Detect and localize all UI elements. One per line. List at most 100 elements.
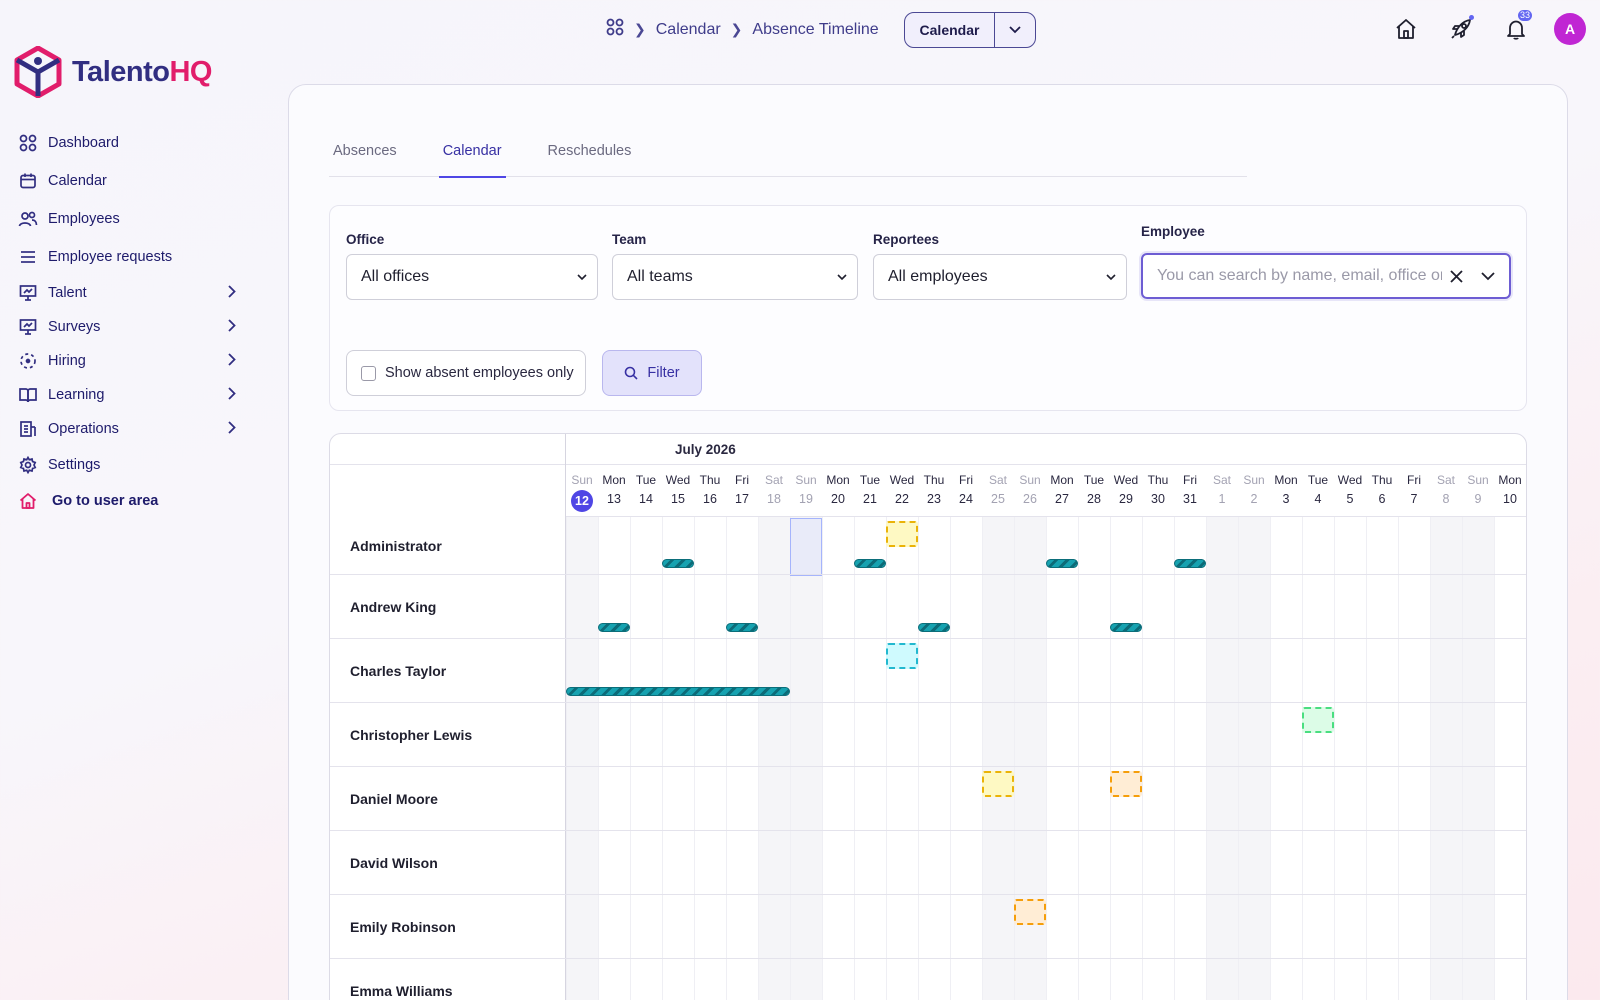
filter-button[interactable]: Filter (602, 350, 702, 396)
day-number: 4 (1302, 490, 1334, 508)
day-column[interactable] (822, 517, 854, 1000)
rocket-icon[interactable] (1444, 12, 1477, 45)
chevron-right-icon[interactable] (228, 353, 236, 370)
day-column[interactable] (1334, 517, 1366, 1000)
checkbox-box[interactable] (361, 365, 376, 381)
tab-absences[interactable]: Absences (333, 143, 397, 159)
chevron-down-icon[interactable] (995, 13, 1035, 47)
pending-absence-marker[interactable] (982, 771, 1014, 797)
day-column[interactable] (886, 517, 918, 1000)
day-column[interactable] (1430, 517, 1462, 1000)
chevron-right-icon: ❯ (634, 21, 646, 37)
view-select[interactable]: Calendar (904, 12, 1036, 48)
day-column[interactable] (662, 517, 694, 1000)
pending-absence-marker[interactable] (1014, 899, 1046, 925)
sidebar-item-employees[interactable]: Employees (18, 202, 248, 236)
employee-name[interactable]: Christopher Lewis (350, 727, 473, 743)
main-panel: Absences Calendar Reschedules Office All… (288, 84, 1568, 1000)
chevron-right-icon[interactable] (228, 285, 236, 302)
chevron-right-icon[interactable] (228, 421, 236, 438)
pending-absence-marker[interactable] (886, 643, 918, 669)
sidebar-item-dashboard[interactable]: Dashboard (18, 126, 248, 160)
approved-absence-bar[interactable] (566, 687, 790, 696)
apps-grid-icon[interactable] (606, 18, 624, 41)
day-name: Fri (1407, 473, 1421, 487)
bell-icon[interactable]: 33 (1499, 10, 1532, 45)
day-column[interactable] (726, 517, 758, 1000)
day-number: 17 (726, 490, 758, 508)
pending-absence-marker[interactable] (886, 521, 918, 547)
employee-name[interactable]: Administrator (350, 538, 442, 554)
day-column[interactable] (1494, 517, 1526, 1000)
day-column[interactable] (918, 517, 950, 1000)
home-icon[interactable] (1389, 12, 1422, 45)
day-column[interactable] (950, 517, 982, 1000)
day-column[interactable] (1238, 517, 1270, 1000)
day-column[interactable] (982, 517, 1014, 1000)
sidebar-item-learning[interactable]: Learning (18, 378, 248, 412)
tab-reschedules[interactable]: Reschedules (547, 143, 632, 159)
breadcrumb-calendar[interactable]: Calendar (655, 20, 721, 38)
sidebar-item-settings[interactable]: Settings (18, 448, 248, 482)
day-column[interactable] (598, 517, 630, 1000)
reportees-select[interactable]: All employees (873, 254, 1127, 300)
employee-name[interactable]: Andrew King (350, 599, 437, 615)
day-header: Wed 29 (1110, 465, 1142, 517)
approved-absence-bar[interactable] (918, 623, 950, 632)
chevron-right-icon[interactable] (228, 319, 236, 336)
selected-day-cell[interactable] (790, 518, 822, 576)
day-column[interactable] (1270, 517, 1302, 1000)
employee-search-input[interactable]: You can search by name, email, office or (1141, 253, 1511, 299)
employee-name[interactable]: David Wilson (350, 855, 438, 871)
sidebar-item-employee-requests[interactable]: Employee requests (18, 240, 248, 274)
approved-absence-bar[interactable] (854, 559, 886, 568)
day-column[interactable] (1462, 517, 1494, 1000)
day-column[interactable] (790, 517, 822, 1000)
employee-name[interactable]: Emily Robinson (350, 919, 456, 935)
chevron-right-icon[interactable] (228, 387, 236, 404)
tab-calendar[interactable]: Calendar (438, 141, 506, 178)
day-column[interactable] (1302, 517, 1334, 1000)
approved-absence-bar[interactable] (662, 559, 694, 568)
sidebar-item-surveys[interactable]: Surveys (18, 310, 248, 344)
day-column[interactable] (1398, 517, 1430, 1000)
employee-name[interactable]: Daniel Moore (350, 791, 438, 807)
sidebar-item-calendar[interactable]: Calendar (18, 164, 248, 198)
employee-name[interactable]: Charles Taylor (350, 663, 447, 679)
day-column[interactable] (1174, 517, 1206, 1000)
avatar[interactable]: A (1554, 12, 1586, 45)
absent-only-checkbox[interactable]: Show absent employees only (346, 350, 586, 396)
day-column[interactable] (630, 517, 662, 1000)
day-column[interactable] (566, 517, 598, 1000)
approved-absence-bar[interactable] (598, 623, 630, 632)
chevron-down-icon[interactable] (1481, 271, 1495, 281)
pending-absence-marker[interactable] (1110, 771, 1142, 797)
team-select[interactable]: All teams (612, 254, 858, 300)
day-column[interactable] (1206, 517, 1238, 1000)
approved-absence-bar[interactable] (1046, 559, 1078, 568)
day-column[interactable] (694, 517, 726, 1000)
sidebar-item-go-to-user-area[interactable]: Go to user area (18, 484, 248, 518)
close-icon[interactable] (1450, 269, 1463, 283)
day-column[interactable] (1110, 517, 1142, 1000)
day-column[interactable] (1366, 517, 1398, 1000)
sidebar-item-talent[interactable]: Talent (18, 276, 248, 310)
day-column[interactable] (1078, 517, 1110, 1000)
day-column[interactable] (854, 517, 886, 1000)
day-column[interactable] (1046, 517, 1078, 1000)
view-select-label[interactable]: Calendar (905, 13, 995, 47)
approved-absence-bar[interactable] (1174, 559, 1206, 568)
office-select[interactable]: All offices (346, 254, 598, 300)
day-column[interactable] (758, 517, 790, 1000)
day-number-text: 2 (1250, 492, 1258, 506)
approved-absence-bar[interactable] (726, 623, 758, 632)
approved-absence-bar[interactable] (1110, 623, 1142, 632)
day-column[interactable] (1142, 517, 1174, 1000)
day-number-text: 21 (863, 492, 877, 506)
pending-absence-marker[interactable] (1302, 707, 1334, 733)
brand-logo[interactable]: TalentoHQ (14, 46, 212, 98)
sidebar-item-hiring[interactable]: Hiring (18, 344, 248, 378)
sidebar-item-operations[interactable]: Operations (18, 412, 248, 446)
day-number-text: 19 (799, 492, 813, 506)
employee-name[interactable]: Emma Williams (350, 983, 453, 999)
